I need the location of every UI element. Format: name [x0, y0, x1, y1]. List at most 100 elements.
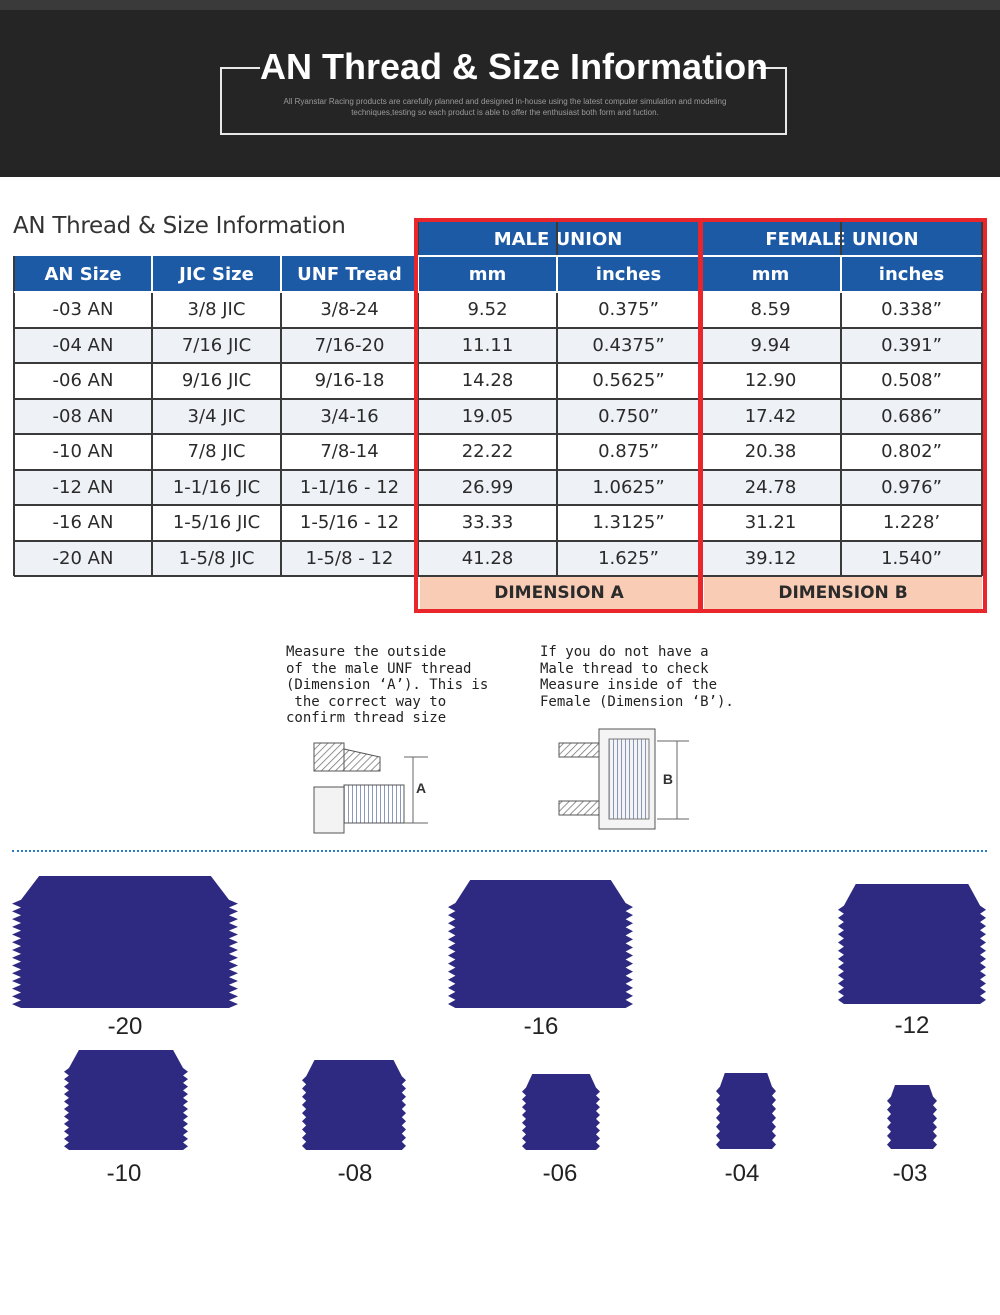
- fitting-profile: [716, 1073, 776, 1149]
- fitting-size-label: -12: [894, 1012, 930, 1039]
- column-header: inches: [841, 256, 982, 292]
- table-cell: 0.375”: [557, 292, 700, 328]
- table-cell: 1-5/16 - 12: [281, 505, 418, 541]
- header-underline: [14, 291, 982, 293]
- table-cell: 1-5/16 JIC: [152, 505, 281, 541]
- table-cell: 39.12: [700, 540, 841, 576]
- table-cell: -03 AN: [14, 292, 152, 328]
- table-cell: 22.22: [418, 434, 557, 470]
- dimension-a-label: DIMENSION A: [420, 577, 698, 609]
- table-column-rule: [417, 222, 419, 576]
- table-cell: 1.625”: [557, 540, 700, 576]
- fitting-size-label: -04: [724, 1160, 760, 1187]
- table-cell: -12 AN: [14, 469, 152, 505]
- fitting-profile: [302, 1060, 406, 1150]
- female-union-header: FEMALE UNION: [702, 222, 982, 256]
- column-header: UNF Tread: [281, 256, 418, 292]
- table-row-rule: [14, 539, 982, 542]
- column-header: inches: [557, 256, 700, 292]
- header-separator: [556, 256, 558, 292]
- table-cell: 20.38: [700, 434, 841, 470]
- table-cell: 0.686”: [841, 398, 982, 434]
- tube-top-hatch: [558, 742, 600, 758]
- dim-a-label: A: [416, 780, 426, 796]
- table-cell: 14.28: [418, 363, 557, 399]
- banner-subtitle: All Ryanstar Racing products are careful…: [270, 96, 740, 118]
- table-row-rule: [14, 504, 982, 506]
- fitting-silhouette: [12, 876, 238, 1008]
- table-cell: 24.78: [700, 469, 841, 505]
- table-cell: 33.33: [418, 505, 557, 541]
- table-heading: AN Thread & Size Information: [13, 213, 346, 239]
- table-column-rule: [981, 222, 983, 576]
- table-cell: 8.59: [700, 292, 841, 328]
- table-cell: 0.5625”: [557, 363, 700, 399]
- table-column-rule: [556, 222, 558, 576]
- male-union-highlight: [414, 218, 702, 613]
- header-separator: [280, 256, 282, 292]
- table-cell: 3/8 JIC: [152, 292, 281, 328]
- banner-frame: [220, 67, 787, 135]
- header-banner: [0, 0, 1000, 177]
- table-cell: 41.28: [418, 540, 557, 576]
- table-cell: 9.52: [418, 292, 557, 328]
- table-cell: 26.99: [418, 469, 557, 505]
- table-cell: 1-5/8 JIC: [152, 540, 281, 576]
- table-column-rule: [840, 222, 842, 576]
- fitting-silhouette: [448, 880, 633, 1008]
- fitting-size-label: -03: [892, 1160, 928, 1187]
- table-cell: -08 AN: [14, 398, 152, 434]
- dotted-divider: [12, 850, 987, 852]
- table-row-rule: [14, 397, 982, 400]
- table-cell: 1-1/16 JIC: [152, 469, 281, 505]
- table-cell: 7/16-20: [281, 327, 418, 363]
- fitting-size-label: -06: [542, 1160, 578, 1187]
- column-header: AN Size: [14, 256, 152, 292]
- table-cell: 31.21: [700, 505, 841, 541]
- table-row-rule: [14, 326, 982, 329]
- table-cell: 3/8-24: [281, 292, 418, 328]
- header-separator: [151, 256, 153, 292]
- tube-bottom-hatch: [558, 800, 600, 816]
- banner-frame-top-left: [220, 67, 260, 69]
- table-row-rule: [14, 362, 982, 364]
- banner-subtitle-line-1: All Ryanstar Racing products are careful…: [283, 97, 727, 106]
- hex-body-hatch: [313, 742, 345, 772]
- banner-frame-top-right: [757, 67, 787, 69]
- table-cell: 0.4375”: [557, 327, 700, 363]
- table-cell: 9.94: [700, 327, 841, 363]
- table-row-rule: [14, 575, 982, 577]
- table-cell: 1-5/8 - 12: [281, 540, 418, 576]
- flare-hatch: [343, 748, 381, 772]
- table-cell: 0.338”: [841, 292, 982, 328]
- female-thread: [608, 738, 650, 820]
- dimension-b-label: DIMENSION B: [704, 577, 982, 609]
- table-cell: 11.11: [418, 327, 557, 363]
- fitting-size-label: -10: [106, 1160, 142, 1187]
- table-cell: 0.508”: [841, 363, 982, 399]
- fitting-size-label: -16: [523, 1013, 559, 1040]
- fitting-silhouette: [302, 1060, 406, 1150]
- table-cell: 0.750”: [557, 398, 700, 434]
- fitting-silhouette: [838, 884, 986, 1004]
- table-column-rule: [151, 256, 153, 576]
- table-column-rule: [13, 256, 15, 576]
- table-cell: 1.228’: [841, 505, 982, 541]
- table-row-rule: [14, 433, 982, 435]
- fitting-profile: [64, 1050, 188, 1150]
- table-cell: 9/16 JIC: [152, 363, 281, 399]
- fitting-size-label: -20: [107, 1013, 143, 1040]
- table-cell: 0.802”: [841, 434, 982, 470]
- table-cell: 7/16 JIC: [152, 327, 281, 363]
- table-cell: -10 AN: [14, 434, 152, 470]
- male-union-header: MALE UNION: [418, 222, 698, 256]
- female-union-highlight: [699, 218, 987, 613]
- table-cell: 1-1/16 - 12: [281, 469, 418, 505]
- fitting-size-label: -08: [337, 1160, 373, 1187]
- male-thread: [343, 784, 405, 824]
- column-header: mm: [700, 256, 841, 292]
- table-cell: 7/8-14: [281, 434, 418, 470]
- table-cell: 0.391”: [841, 327, 982, 363]
- fitting-profile: [887, 1085, 937, 1149]
- fitting-silhouette: [64, 1050, 188, 1150]
